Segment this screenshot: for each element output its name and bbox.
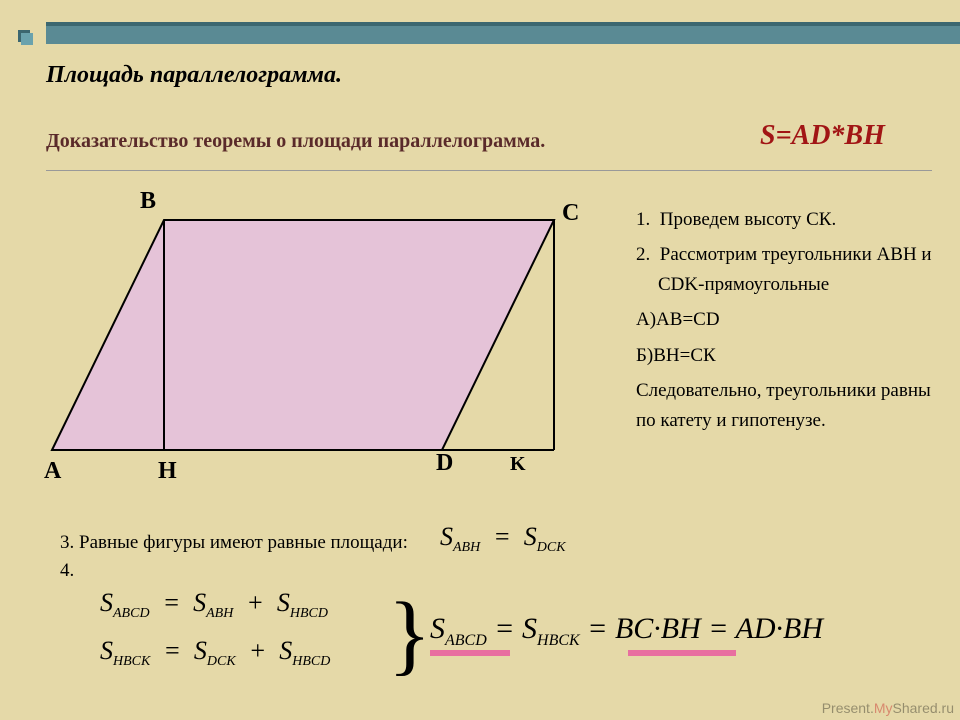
- svg-text:H: H: [158, 458, 177, 484]
- page-title: Площадь параллелограмма.: [46, 62, 342, 89]
- watermark: Present.MyShared.ru: [822, 700, 954, 716]
- proof-steps: 1. Проведем высоту СК. 2. Рассмотрим тре…: [600, 205, 932, 435]
- eq-final: SABCD = SHBCK = BC·BH = AD·BH: [430, 612, 823, 650]
- eq-areas-equal: SABH = SDCK: [440, 522, 566, 556]
- svg-text:K: K: [510, 453, 526, 475]
- step-2b: Б)ВН=СК: [600, 341, 932, 370]
- svg-text:А: А: [44, 458, 62, 484]
- parallelogram-figure: А H D K В С: [44, 190, 584, 490]
- step-4-label: 4.: [60, 560, 74, 582]
- brace-icon: }: [388, 600, 431, 670]
- svg-text:В: В: [140, 188, 156, 214]
- step-2: 2. Рассмотрим треугольники АВН и CDK-пря…: [600, 240, 932, 299]
- step-2-conclusion: Следовательно, треугольники равны по кат…: [600, 376, 932, 435]
- underline-2: [628, 650, 736, 656]
- eq-lhs-sub: ABH: [453, 540, 480, 555]
- step-2a: А)АВ=CD: [600, 305, 932, 334]
- eq-sum-2: SHBCK = SDCK + SHBCD: [100, 636, 330, 670]
- svg-text:С: С: [562, 200, 579, 226]
- header-bar: [46, 22, 960, 44]
- figure-svg: А H D K В С: [44, 190, 584, 490]
- underline-1: [430, 650, 510, 656]
- step-2-text: Рассмотрим треугольники АВН и CDK-прямоу…: [658, 244, 932, 294]
- svg-text:D: D: [436, 450, 453, 476]
- header-bullet: [18, 30, 30, 42]
- divider: [46, 170, 932, 171]
- step-1: 1. Проведем высоту СК.: [600, 205, 932, 234]
- area-formula: S=AD*BH: [760, 120, 885, 152]
- step-3: 3. Равные фигуры имеют равные площади:: [60, 532, 408, 554]
- page-subtitle: Доказательство теоремы о площади паралле…: [46, 130, 545, 153]
- step-3-label: 3. Равные фигуры имеют равные площади:: [60, 532, 408, 553]
- eq-rhs-sub: DCK: [537, 540, 566, 555]
- eq-sum-1: SABCD = SABH + SHBCD: [100, 588, 328, 622]
- step-1-text: Проведем высоту СК.: [660, 209, 836, 230]
